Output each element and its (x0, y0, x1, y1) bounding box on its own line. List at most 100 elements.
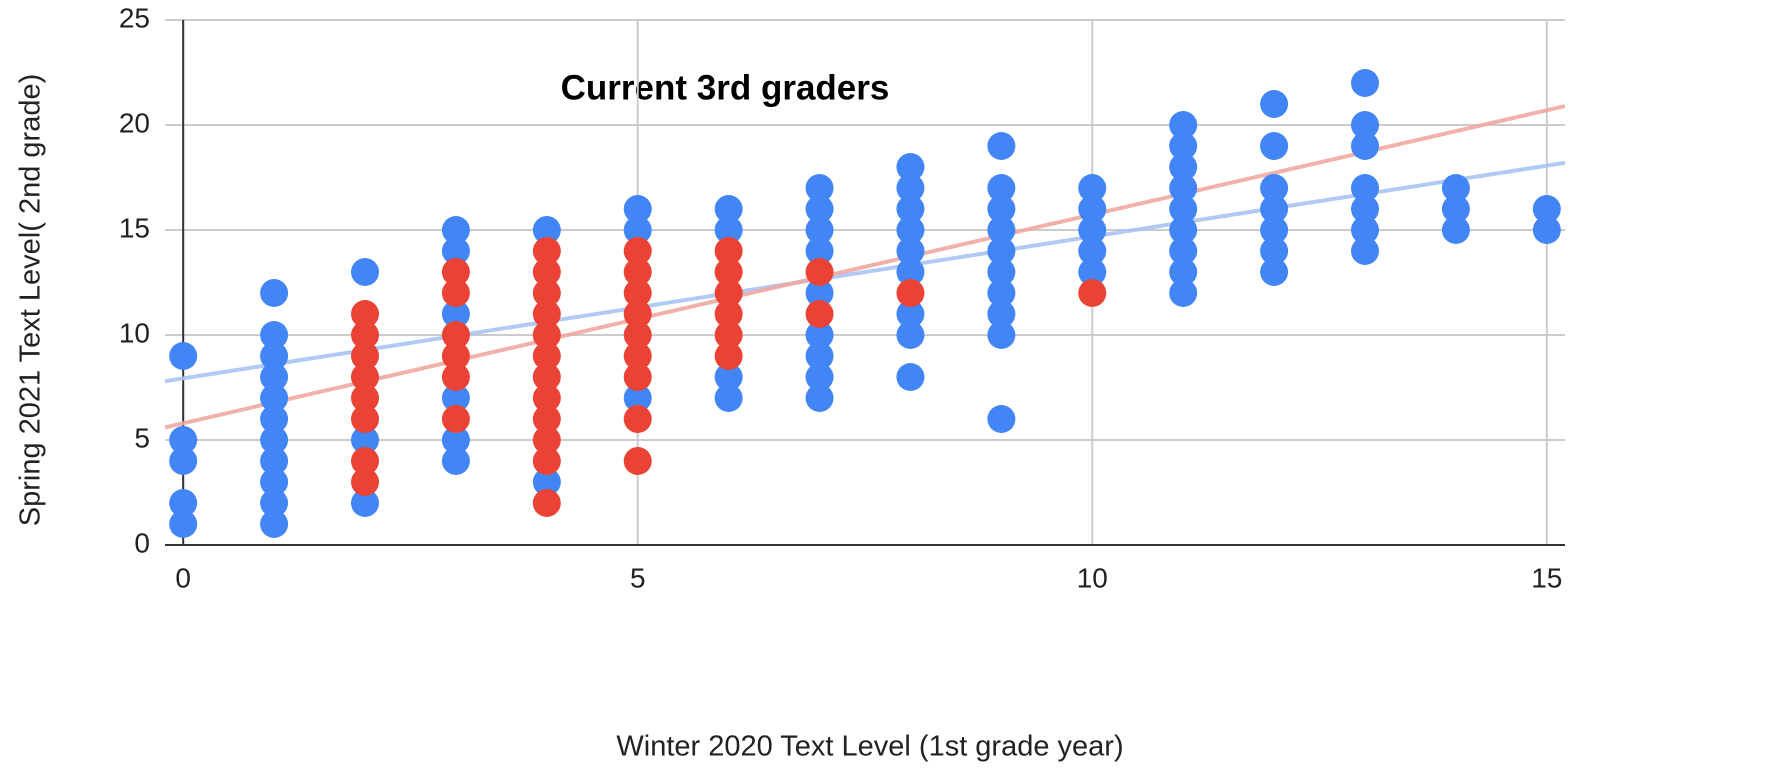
point (1078, 216, 1107, 244)
point (1351, 216, 1379, 244)
point (623, 279, 652, 307)
point (805, 342, 834, 370)
point (896, 321, 925, 349)
point (260, 447, 289, 475)
point (805, 258, 834, 286)
point (260, 321, 289, 349)
point (987, 237, 1016, 265)
point (351, 384, 379, 412)
y-tick-label: 20 (119, 107, 150, 138)
point (532, 237, 561, 265)
point (1169, 174, 1198, 202)
x-tick-label: 15 (1531, 562, 1562, 593)
y-tick-label: 5 (134, 422, 150, 453)
point (714, 300, 743, 328)
y-tick-label: 0 (134, 527, 150, 558)
point (1351, 111, 1379, 139)
point (532, 342, 561, 370)
point (987, 258, 1016, 286)
point (1260, 258, 1289, 286)
point (1078, 174, 1107, 202)
point (1078, 195, 1107, 223)
point (1351, 237, 1379, 265)
point (623, 300, 652, 328)
point (351, 405, 379, 433)
point (896, 153, 925, 181)
point (351, 363, 379, 391)
y-axis-label: Spring 2021 Text Level( 2nd grade) (15, 74, 47, 527)
point (896, 279, 925, 307)
point (260, 489, 289, 517)
point (441, 405, 470, 433)
point (260, 426, 289, 454)
point (1532, 216, 1561, 244)
point (260, 279, 289, 307)
point (1078, 258, 1107, 286)
point (896, 216, 925, 244)
point (805, 363, 834, 391)
point (896, 300, 925, 328)
point (623, 342, 652, 370)
point (169, 510, 198, 538)
point (805, 279, 834, 307)
point (1078, 237, 1107, 265)
point (532, 426, 561, 454)
point (714, 195, 743, 223)
point (1441, 174, 1470, 202)
point (260, 468, 289, 496)
point (623, 237, 652, 265)
point (714, 342, 743, 370)
point (441, 384, 470, 412)
point (441, 300, 470, 328)
point (805, 195, 834, 223)
point (351, 258, 379, 286)
point (623, 405, 652, 433)
point (714, 258, 743, 286)
point (532, 447, 561, 475)
point (1260, 237, 1289, 265)
point (351, 447, 379, 475)
point (1260, 132, 1289, 160)
point (441, 363, 470, 391)
point (987, 279, 1016, 307)
point (260, 342, 289, 370)
point (532, 489, 561, 517)
point (1441, 195, 1470, 223)
y-tick-label: 10 (119, 317, 150, 348)
point (805, 384, 834, 412)
point (714, 216, 743, 244)
point (351, 342, 379, 370)
point (169, 342, 198, 370)
point (441, 342, 470, 370)
point (1169, 216, 1198, 244)
y-tick-label: 25 (119, 2, 150, 33)
point (714, 321, 743, 349)
point (169, 426, 198, 454)
point (351, 321, 379, 349)
point (714, 384, 743, 412)
x-tick-label: 5 (630, 562, 646, 593)
point (987, 216, 1016, 244)
point (623, 216, 652, 244)
point (714, 279, 743, 307)
x-tick-label: 10 (1077, 562, 1108, 593)
point (532, 300, 561, 328)
point (896, 363, 925, 391)
point (987, 405, 1016, 433)
point (896, 237, 925, 265)
point (532, 216, 561, 244)
point (1260, 90, 1289, 118)
point (532, 363, 561, 391)
point (1169, 132, 1198, 160)
point (1351, 195, 1379, 223)
point (1169, 195, 1198, 223)
point (1351, 132, 1379, 160)
point (1260, 216, 1289, 244)
trendline (164, 160, 1566, 384)
point (441, 321, 470, 349)
point (1351, 69, 1379, 97)
point (532, 321, 561, 349)
point (623, 447, 652, 475)
point (1169, 279, 1198, 307)
point (805, 237, 834, 265)
